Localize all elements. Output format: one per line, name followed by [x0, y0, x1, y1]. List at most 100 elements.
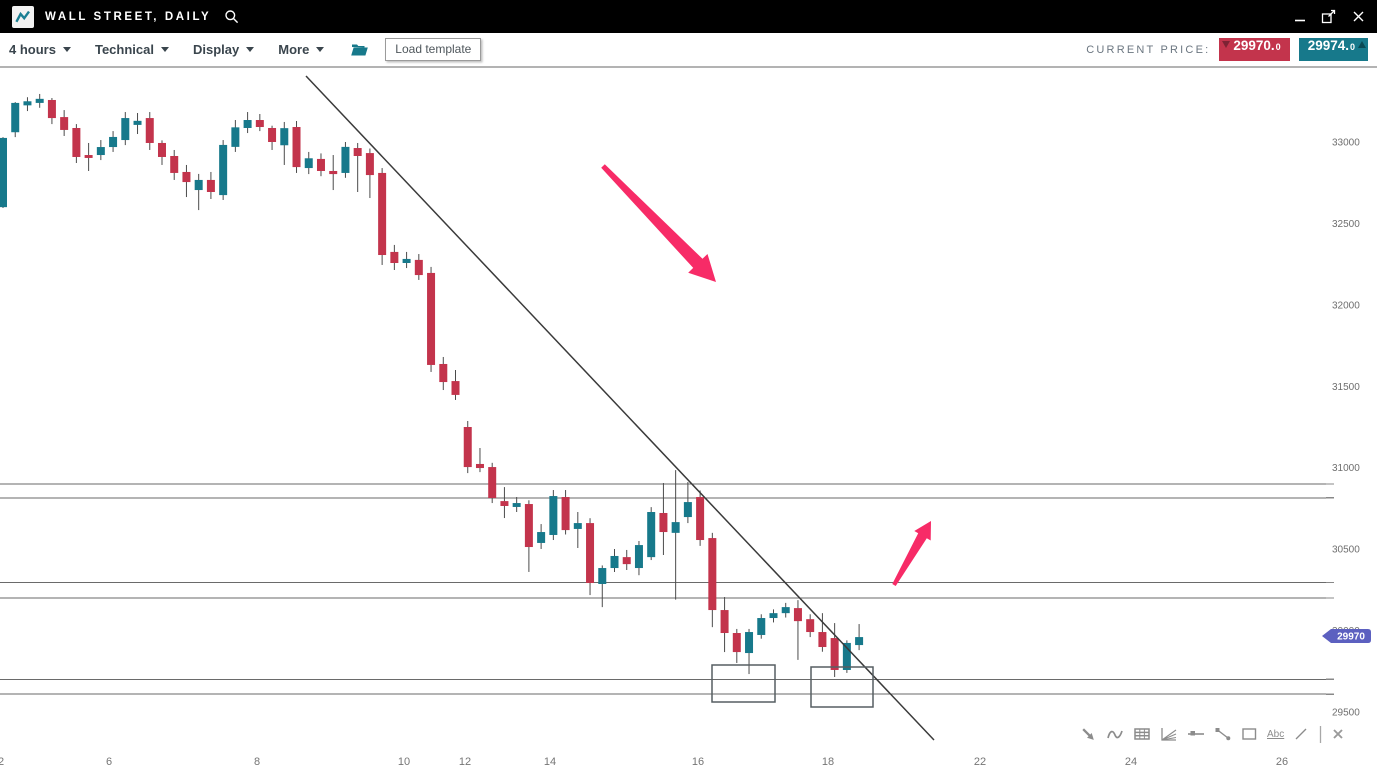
table-tool-icon[interactable] [1133, 726, 1151, 742]
technical-label: Technical [94, 42, 154, 57]
candle-down [793, 608, 802, 622]
candle-down [206, 179, 215, 192]
candle-down [170, 156, 179, 173]
candle-down [353, 148, 362, 157]
popout-icon[interactable] [1321, 9, 1337, 24]
open-folder-icon[interactable] [350, 42, 369, 58]
buy-price-decimal: 0 [1349, 42, 1355, 52]
annotation-arrow [601, 164, 716, 282]
y-axis-label: 32500 [1332, 219, 1360, 230]
y-axis-label: 31500 [1332, 382, 1360, 393]
candle-down [488, 467, 497, 499]
candle-down [659, 512, 668, 533]
candle-down [524, 504, 533, 548]
candle-up [842, 642, 851, 670]
candle-up [109, 136, 118, 148]
candle-up [745, 632, 754, 654]
x-axis-label: 8 [254, 756, 260, 768]
candle-up [634, 545, 643, 569]
more-label: More [278, 42, 310, 57]
titlebar: WALL STREET, DAILY [0, 0, 1377, 33]
annotation-box [810, 666, 874, 708]
candle-down [316, 158, 325, 171]
text-tool-icon[interactable]: Abc [1267, 729, 1284, 740]
candle-up [280, 128, 289, 146]
timeframe-label: 4 hours [9, 42, 56, 57]
timeframe-dropdown[interactable]: 4 hours [9, 42, 71, 57]
close-tool-icon[interactable] [1332, 728, 1344, 740]
x-axis-label: 16 [692, 756, 704, 768]
chevron-down-icon [62, 47, 71, 52]
more-dropdown[interactable]: More [278, 42, 325, 57]
candle-up [11, 102, 20, 133]
load-template-button[interactable]: Load template [385, 38, 482, 61]
y-axis-label: 30500 [1332, 545, 1360, 556]
candle-down [439, 363, 448, 383]
drawing-toolbar: Abc [1080, 724, 1344, 744]
current-price-area: CURRENT PRICE: 29970. 0 29974. 0 [1086, 38, 1368, 61]
candle-up [671, 522, 680, 533]
candle-down [145, 118, 154, 143]
x-axis-label: 10 [398, 756, 410, 768]
sell-price-decimal: 0 [1275, 42, 1281, 52]
sell-price-button[interactable]: 29970. 0 [1219, 38, 1290, 61]
pointer-tool-icon[interactable] [1080, 726, 1097, 743]
candle-down [182, 171, 191, 183]
candle-up [231, 127, 240, 147]
x-axis-label: 2 [0, 756, 4, 768]
buy-price-button[interactable]: 29974. 0 [1298, 38, 1368, 61]
x-axis-label: 24 [1125, 756, 1137, 768]
candle-down [708, 538, 717, 611]
candle-down [157, 142, 166, 157]
trendline-tool-icon[interactable] [1214, 726, 1232, 742]
curve-tool-icon[interactable] [1106, 726, 1124, 742]
display-dropdown[interactable]: Display [192, 42, 255, 57]
candle-down [463, 426, 472, 468]
candle-up [573, 523, 582, 529]
display-label: Display [192, 42, 240, 57]
line-tool-icon[interactable] [1293, 726, 1309, 742]
chart-toolbar: 4 hours Technical Display More Load temp… [0, 33, 1377, 68]
close-icon[interactable] [1352, 10, 1365, 23]
candle-up [96, 147, 105, 156]
candle-down [329, 170, 338, 175]
app-logo-icon [12, 5, 34, 28]
fan-lines-tool-icon[interactable] [1160, 726, 1178, 742]
candle-up [855, 637, 864, 646]
candle-up [549, 496, 558, 535]
candle-down [378, 172, 387, 256]
minimize-icon[interactable] [1294, 10, 1306, 23]
candle-up [781, 607, 790, 614]
technical-dropdown[interactable]: Technical [95, 42, 169, 57]
candle-up [0, 137, 7, 208]
candle-down [72, 127, 81, 157]
candle-up [598, 568, 607, 584]
candle-down [451, 381, 460, 395]
candle-up [537, 532, 546, 543]
x-axis-label: 26 [1276, 756, 1288, 768]
horizontal-line-tool-icon[interactable] [1187, 726, 1205, 742]
toolbar-divider [1318, 725, 1323, 744]
annotation-arrow [892, 521, 931, 586]
trendline [305, 75, 935, 741]
price-up-arrow-icon [1358, 41, 1366, 48]
current-price-label: CURRENT PRICE: [1086, 43, 1211, 56]
price-marker-value: 29970 [1337, 631, 1365, 642]
rectangle-tool-icon[interactable] [1241, 726, 1258, 742]
x-axis-label: 14 [544, 756, 556, 768]
candle-down [622, 557, 631, 565]
page-title: WALL STREET, DAILY [45, 10, 212, 23]
candle-down [806, 619, 815, 633]
candle-down [427, 272, 436, 365]
candle-down [255, 120, 264, 128]
window-controls [1294, 9, 1365, 24]
y-axis-label: 32000 [1332, 300, 1360, 311]
y-axis-label: 31000 [1332, 463, 1360, 474]
search-icon[interactable] [224, 9, 240, 25]
candle-down [830, 638, 839, 670]
candle-up [402, 258, 411, 264]
candle-up [194, 179, 203, 191]
candle-up [757, 618, 766, 635]
candle-up [23, 101, 32, 106]
